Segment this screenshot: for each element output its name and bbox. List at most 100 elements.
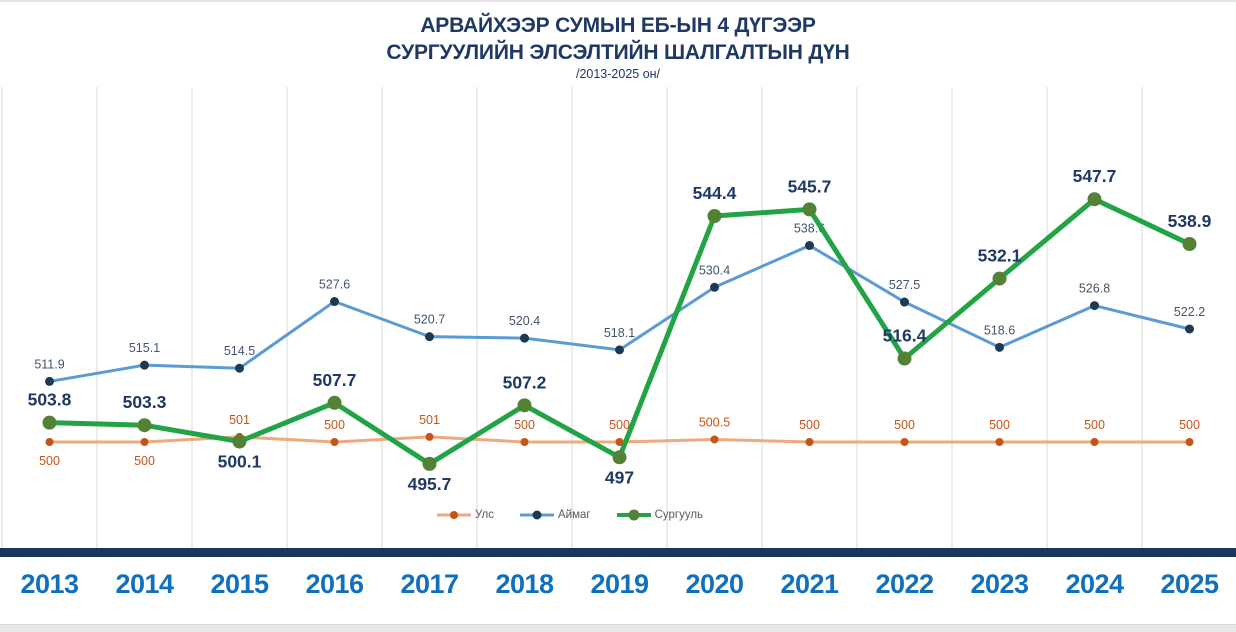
data-label: 500 (324, 418, 345, 432)
data-label: 507.2 (503, 372, 547, 392)
data-label: 500 (134, 454, 155, 468)
data-point-marker (710, 282, 719, 292)
x-axis-label: 2015 (210, 568, 269, 599)
data-label: 527.5 (889, 278, 920, 292)
data-label: 500.5 (699, 415, 730, 429)
x-axis-label: 2019 (590, 568, 649, 599)
data-label: 515.1 (129, 341, 160, 355)
data-label: 495.7 (408, 474, 452, 494)
data-label: 526.8 (1079, 282, 1110, 296)
x-axis-label: 2024 (1065, 568, 1124, 599)
data-label: 530.4 (699, 263, 730, 277)
data-point-marker (1087, 192, 1102, 207)
data-point-marker (1090, 438, 1099, 446)
data-label: 518.1 (604, 326, 635, 340)
data-label: 545.7 (788, 176, 832, 196)
x-axis-label: 2017 (400, 568, 459, 599)
legend-label: Аймаг (557, 509, 591, 521)
x-axis-label: 2018 (495, 568, 554, 599)
series-Сургууль: 503.8 503.3 500.1 507.7 495.7 507.2 497 544.4 54… (28, 166, 1212, 494)
data-label: 532.1 (978, 246, 1022, 266)
chart-subtitle: /2013-2025 он/ (575, 67, 661, 81)
data-label: 500 (39, 454, 60, 468)
legend-marker-icon (616, 509, 651, 521)
bottom-edge (0, 624, 1236, 632)
x-axis-label: 2025 (1160, 568, 1219, 599)
data-point-marker (900, 438, 909, 446)
data-point-marker (897, 351, 912, 366)
data-point-marker (140, 438, 149, 446)
data-label: 500 (1179, 418, 1200, 432)
x-axis-label: 2013 (20, 568, 79, 599)
data-point-marker (805, 438, 814, 446)
data-point-marker (1185, 438, 1194, 446)
data-label: 503.3 (123, 392, 167, 412)
data-point-marker (232, 434, 247, 449)
data-point-marker (327, 395, 342, 410)
data-label: 503.8 (28, 390, 72, 410)
chart-header: АРВАЙХЭЭР СУМЫН ЕБ-ЫН 4 ДҮГЭЭР СУРГУУЛИЙ… (0, 12, 1236, 81)
data-label: 501 (419, 413, 440, 427)
data-point-marker (520, 333, 529, 343)
series-Аймаг: 511.9 515.1 514.5 527.6 520.7 520.4 518.1 530.4… (34, 222, 1205, 386)
data-point-marker (802, 202, 817, 217)
legend-dot (449, 511, 458, 519)
data-label: 518.6 (984, 323, 1015, 337)
legend-item-Сургууль: Сургууль (616, 509, 703, 521)
data-point-marker (995, 438, 1004, 446)
data-point-marker (900, 297, 909, 307)
legend-item-Аймаг: Аймаг (519, 509, 591, 521)
data-point-marker (425, 432, 434, 441)
data-point-marker (45, 438, 54, 446)
data-label: 511.9 (34, 357, 64, 371)
x-axis-label: 2014 (115, 568, 174, 599)
data-label: 514.5 (224, 344, 255, 358)
data-label: 500 (514, 418, 535, 432)
chart-legend: Улс Аймаг Сургууль (0, 509, 1188, 521)
data-label: 520.4 (509, 314, 540, 328)
data-label: 500 (894, 418, 915, 432)
data-label: 522.2 (1174, 305, 1205, 319)
data-point-marker (235, 363, 244, 373)
data-point-marker (612, 450, 627, 465)
data-point-marker (42, 415, 57, 430)
x-axis-label: 2021 (780, 568, 839, 599)
data-point-marker (710, 435, 719, 444)
x-axis-bar (0, 548, 1236, 557)
data-point-marker (137, 418, 152, 433)
x-axis-label: 2022 (875, 568, 934, 599)
data-label: 500.1 (218, 451, 262, 471)
data-point-marker (422, 456, 437, 471)
data-label: 500 (799, 418, 820, 432)
data-label: 538.9 (1168, 211, 1212, 231)
x-axis-label: 2016 (305, 568, 364, 599)
data-point-marker (1182, 236, 1197, 251)
data-point-marker (425, 332, 434, 342)
data-label: 516.4 (883, 326, 927, 346)
legend-marker-icon (436, 511, 471, 519)
data-point-marker (805, 241, 814, 251)
legend-label: Улс (474, 509, 494, 521)
data-point-marker (520, 438, 529, 446)
x-axis-labels: 2013 2014 2015 2016 2017 2018 2019 2020 2021 2022… (2, 562, 1236, 606)
data-label: 500 (609, 418, 630, 432)
x-axis-label: 2020 (685, 568, 744, 599)
data-label: 520.7 (414, 313, 445, 327)
data-label: 500 (1084, 418, 1105, 432)
data-label: 547.7 (1073, 166, 1117, 186)
legend-marker-icon (519, 510, 554, 520)
data-point-marker (1090, 301, 1099, 311)
data-label: 544.4 (693, 183, 737, 203)
data-point-marker (992, 271, 1007, 286)
data-label: 527.6 (319, 278, 350, 292)
data-point-marker (995, 342, 1004, 352)
data-point-marker (517, 398, 532, 413)
data-point-marker (330, 438, 339, 446)
x-axis-label: 2023 (970, 568, 1029, 599)
data-point-marker (615, 438, 624, 446)
data-point-marker (615, 345, 624, 355)
data-point-marker (45, 376, 54, 386)
data-point-marker (330, 297, 339, 307)
